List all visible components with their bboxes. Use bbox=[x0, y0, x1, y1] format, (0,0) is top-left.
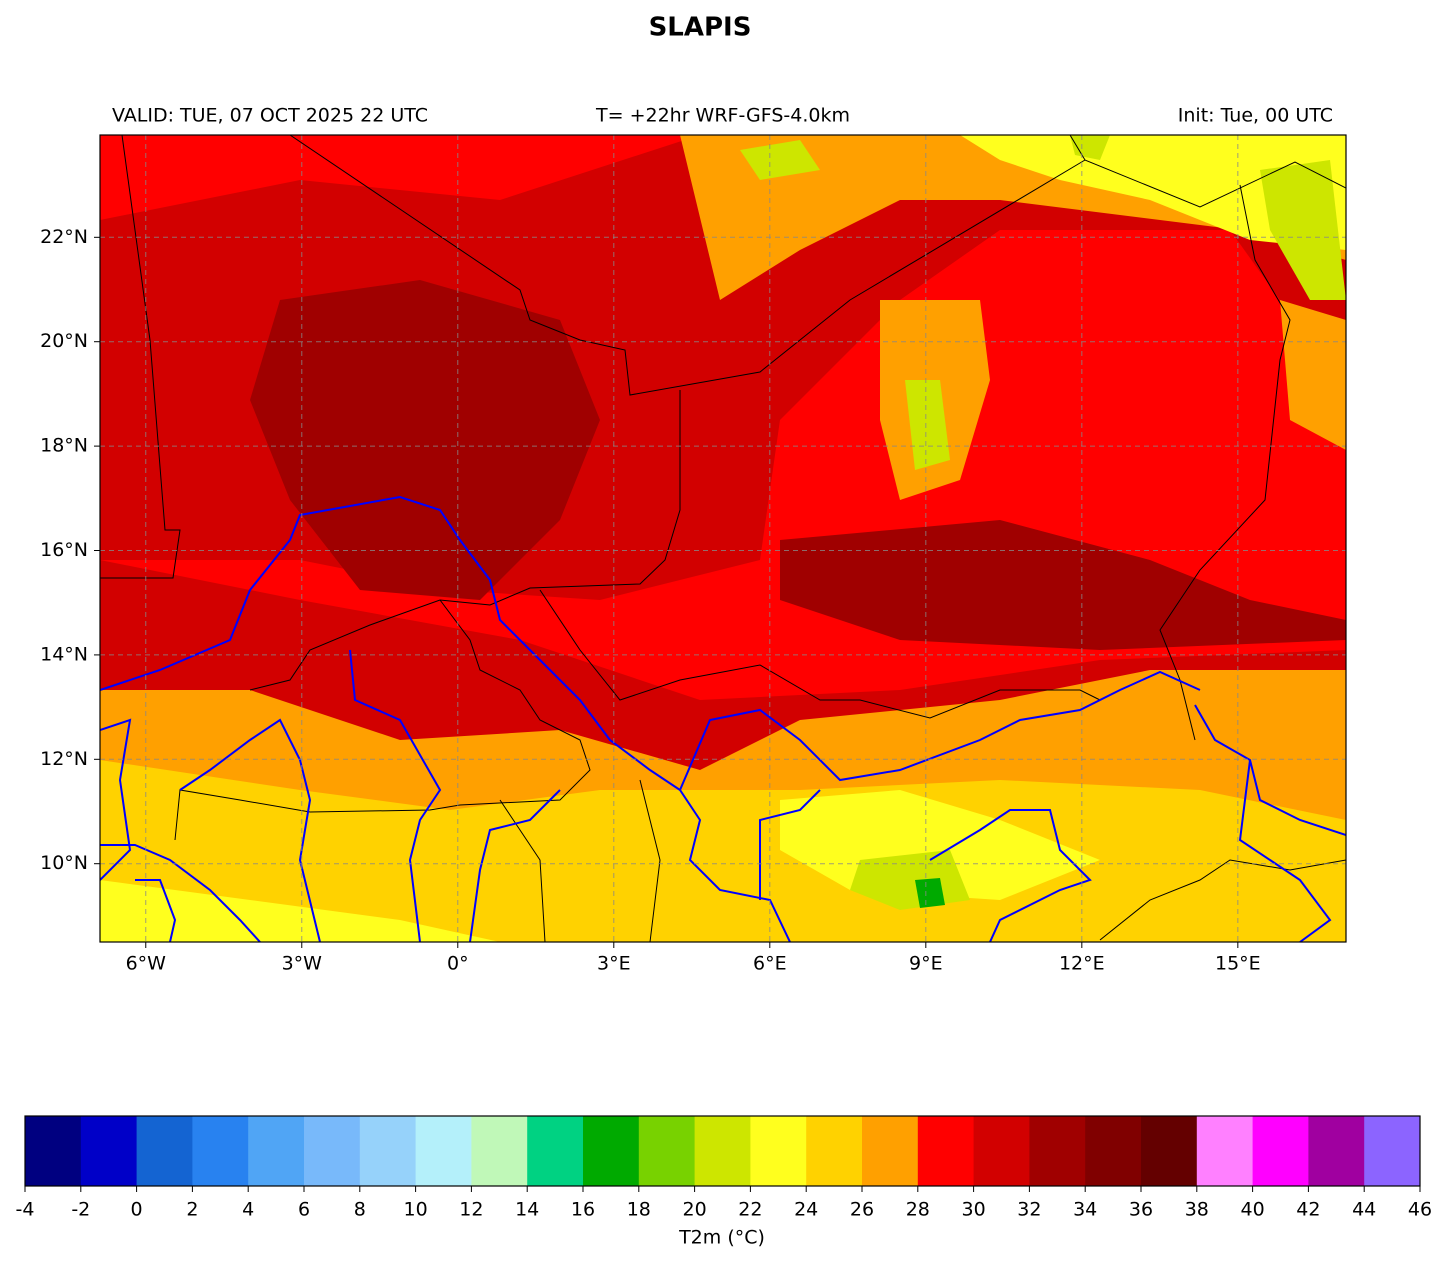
colorbar-cell bbox=[1252, 1116, 1309, 1186]
y-tick-label: 14°N bbox=[40, 643, 88, 665]
colorbar-tick-label: 28 bbox=[906, 1199, 930, 1221]
colorbar-tick-label: 0 bbox=[131, 1199, 143, 1221]
colorbar-cell bbox=[471, 1116, 528, 1186]
x-tick-label: 0° bbox=[447, 953, 469, 975]
colorbar-cell bbox=[80, 1116, 138, 1186]
colorbar-cell bbox=[862, 1116, 919, 1186]
colorbar-frame bbox=[24, 1115, 1421, 1187]
colorbar-cell bbox=[583, 1116, 640, 1186]
colorbar-cell bbox=[527, 1116, 584, 1186]
colorbar-cell bbox=[806, 1116, 863, 1186]
colorbar-cell bbox=[304, 1116, 361, 1186]
colorbar-cell bbox=[1085, 1116, 1142, 1186]
colorbar-tick-label: -2 bbox=[71, 1199, 90, 1221]
colorbar-tick-label: 46 bbox=[1408, 1199, 1432, 1221]
x-tick-label: 15°E bbox=[1215, 953, 1261, 975]
title: SLAPIS bbox=[649, 13, 752, 43]
colorbar-cell bbox=[973, 1116, 1030, 1186]
colorbar-cell bbox=[359, 1116, 417, 1186]
colorbar-tick-label: 6 bbox=[298, 1199, 310, 1221]
x-tick-label: 3°E bbox=[597, 953, 631, 975]
colorbar-tick-label: 32 bbox=[1017, 1199, 1041, 1221]
x-tick-label: 6°E bbox=[753, 953, 787, 975]
colorbar-tick-label: 24 bbox=[794, 1199, 818, 1221]
colorbar-tick-label: 2 bbox=[186, 1199, 198, 1221]
colorbar-tick-label: 22 bbox=[738, 1199, 762, 1221]
x-tick-label: 12°E bbox=[1059, 953, 1105, 975]
colorbar-tick-label: 16 bbox=[571, 1199, 595, 1221]
colorbar-tick-label: 40 bbox=[1241, 1199, 1265, 1221]
colorbar-cell bbox=[750, 1116, 807, 1186]
colorbar-cell bbox=[1364, 1116, 1421, 1186]
y-tick-label: 22°N bbox=[40, 226, 88, 248]
colorbar-cell bbox=[917, 1116, 975, 1186]
temperature-field bbox=[100, 135, 1346, 942]
colorbar-tick-label: 44 bbox=[1352, 1199, 1376, 1221]
colorbar-tick-label: 20 bbox=[683, 1199, 707, 1221]
forecast-info: T= +22hr WRF-GFS-4.0km bbox=[595, 105, 850, 127]
colorbar-cell bbox=[638, 1116, 696, 1186]
x-tick-label: 9°E bbox=[909, 953, 943, 975]
y-tick-label: 20°N bbox=[40, 330, 88, 352]
colorbar-tick-label: 36 bbox=[1129, 1199, 1153, 1221]
colorbar-tick-label: 14 bbox=[515, 1199, 539, 1221]
graticule: 6°W 3°W 0° 3°E 6°E 9°E 12°E 15°E 10°N 12°N 14°N 16°… bbox=[40, 135, 1346, 975]
colorbar-tick-label: -4 bbox=[16, 1199, 35, 1221]
colorbar-tick-label: 4 bbox=[242, 1199, 254, 1221]
colorbar-cell bbox=[248, 1116, 305, 1186]
colorbar-tick-label: 26 bbox=[850, 1199, 874, 1221]
y-tick-label: 10°N bbox=[40, 852, 88, 874]
colorbar-tick-label: 8 bbox=[354, 1199, 366, 1221]
colorbar-cell bbox=[1029, 1116, 1086, 1186]
colorbar-label: T2m (°C) bbox=[678, 1227, 765, 1249]
x-tick-label: 3°W bbox=[282, 953, 323, 975]
y-tick-label: 12°N bbox=[40, 748, 88, 770]
x-tick-label: 6°W bbox=[126, 953, 167, 975]
colorbar-tick-label: 38 bbox=[1185, 1199, 1209, 1221]
colorbar-tick-label: 10 bbox=[404, 1199, 428, 1221]
colorbar-cell bbox=[136, 1116, 193, 1186]
init-time: Init: Tue, 00 UTC bbox=[1178, 105, 1333, 127]
colorbar-tick-label: 18 bbox=[627, 1199, 651, 1221]
map-frame bbox=[99, 134, 1347, 943]
colorbar-cell bbox=[694, 1116, 751, 1186]
colorbar-cell bbox=[1308, 1116, 1365, 1186]
colorbar: -4 -2 0 2 4 6 8 10 12 14 16 18 20 22 24 26 28 30 32 34 36 38 4… bbox=[16, 1115, 1432, 1221]
colorbar-cell bbox=[192, 1116, 249, 1186]
colorbar-tick-label: 34 bbox=[1073, 1199, 1097, 1221]
y-tick-label: 18°N bbox=[40, 435, 88, 457]
colorbar-cell bbox=[1196, 1116, 1254, 1186]
colorbar-tick-label: 42 bbox=[1296, 1199, 1320, 1221]
colorbar-cell bbox=[25, 1116, 82, 1186]
y-tick-label: 16°N bbox=[40, 539, 88, 561]
valid-time: VALID: TUE, 07 OCT 2025 22 UTC bbox=[112, 105, 428, 127]
colorbar-tick-label: 30 bbox=[962, 1199, 986, 1221]
colorbar-cell bbox=[415, 1116, 472, 1186]
colorbar-cell bbox=[1141, 1116, 1198, 1186]
colorbar-tick-label: 12 bbox=[459, 1199, 483, 1221]
